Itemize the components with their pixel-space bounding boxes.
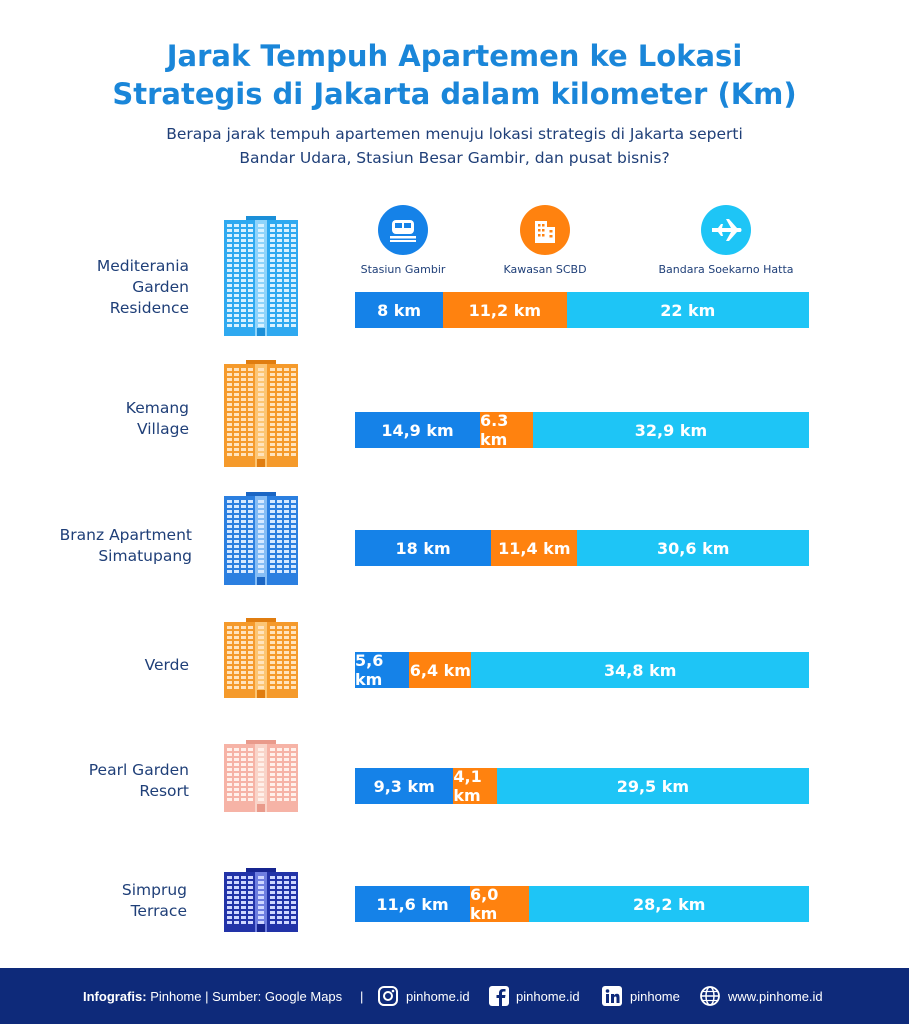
building-icon	[520, 205, 570, 255]
bar-segment-airport: 29,5 km	[496, 768, 809, 804]
bar-segment-gambir: 14,9 km	[355, 412, 481, 448]
bar-segment-scbd: 6.3 km	[480, 411, 533, 449]
apartment-name: Simprug Terrace	[121, 881, 187, 920]
apartment-name: Verde	[144, 656, 189, 674]
building-illustration	[224, 618, 298, 698]
footer: Infografis: Pinhome | Sumber: Google Map…	[0, 968, 909, 1024]
instagram-icon[interactable]	[377, 985, 399, 1007]
building-illustration	[224, 868, 298, 932]
bar-segment-airport: 30,6 km	[577, 530, 809, 566]
apartment-name: Pearl Garden Resort	[88, 761, 189, 800]
subtitle-line-2: Bandar Udara, Stasiun Besar Gambir, dan …	[239, 149, 670, 167]
bar-segment-gambir: 9,3 km	[355, 768, 454, 804]
column-label-scbd: Kawasan SCBD	[503, 263, 587, 276]
bar-segment-scbd: 11,4 km	[491, 530, 578, 566]
apartment-name: Branz Apartment Simatupang	[59, 526, 192, 565]
bar-segment-gambir: 8 km	[355, 292, 444, 328]
column-label-gambir: Stasiun Gambir	[360, 263, 446, 276]
subtitle-line-1: Berapa jarak tempuh apartemen menuju lok…	[166, 125, 743, 143]
facebook-icon[interactable]	[488, 985, 510, 1007]
bar-segment-gambir: 5,6 km	[355, 651, 410, 689]
website-link[interactable]: www.pinhome.id	[728, 989, 823, 1004]
instagram-handle[interactable]: pinhome.id	[406, 989, 470, 1004]
footer-separator: |	[360, 989, 364, 1004]
title-line-1: Jarak Tempuh Apartemen ke Lokasi	[166, 39, 743, 73]
building-illustration	[224, 360, 298, 467]
linkedin-icon[interactable]	[601, 985, 623, 1007]
bar-segment-scbd: 6,0 km	[469, 885, 530, 923]
bar-segment-airport: 34,8 km	[471, 652, 809, 688]
globe-icon[interactable]	[699, 985, 721, 1007]
train-icon	[378, 205, 428, 255]
bar-segment-airport: 32,9 km	[532, 412, 809, 448]
bar-segment-scbd: 4,1 km	[453, 767, 497, 805]
bar-segment-airport: 22 km	[566, 292, 809, 328]
building-illustration	[224, 492, 298, 585]
bar-segment-gambir: 18 km	[355, 530, 492, 566]
airplane-icon	[701, 205, 751, 255]
bar-segment-airport: 28,2 km	[529, 886, 809, 922]
linkedin-handle[interactable]: pinhome	[630, 989, 680, 1004]
footer-credit: Infografis: Pinhome | Sumber: Google Map…	[83, 989, 343, 1004]
building-illustration	[224, 740, 298, 812]
bar-segment-gambir: 11,6 km	[355, 886, 470, 922]
title-line-2: Strategis di Jakarta dalam kilometer (Km…	[112, 77, 797, 111]
column-label-airport: Bandara Soekarno Hatta	[658, 263, 794, 276]
bar-segment-scbd: 6,4 km	[409, 652, 472, 688]
bar-segment-scbd: 11,2 km	[443, 292, 567, 328]
facebook-handle[interactable]: pinhome.id	[516, 989, 580, 1004]
apartment-name: Mediterania Garden Residence	[96, 257, 189, 317]
apartment-name: Kemang Village	[125, 399, 189, 438]
building-illustration	[224, 216, 298, 336]
